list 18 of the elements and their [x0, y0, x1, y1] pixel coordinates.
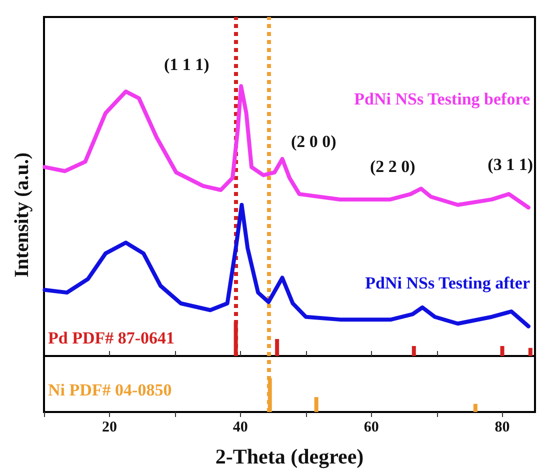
annotation: (2 2 0) — [370, 157, 416, 176]
bar — [275, 338, 280, 356]
bar — [500, 346, 504, 356]
text: Pd PDF# 87-0641 — [48, 328, 175, 348]
bar — [412, 346, 416, 356]
text: (1 1 1) — [164, 55, 210, 74]
y-axis-title: Intensity (a.u.) — [11, 152, 33, 278]
annotation: (2 0 0) — [291, 132, 336, 151]
series-label: PdNi NSs Testing after — [365, 274, 530, 292]
x-tick-label: 80 — [494, 420, 510, 436]
text: PdNi NSs Testing before — [354, 90, 530, 108]
x-axis-title: 2-Theta (degree) — [215, 444, 364, 468]
annotation: (3 1 1) — [488, 155, 533, 174]
x-tick-label: 40 — [232, 420, 248, 436]
x-tick-label: 20 — [102, 420, 117, 436]
x-tick-label: 60 — [364, 420, 379, 436]
bar — [528, 348, 532, 356]
text: Ni PDF# 04-0850 — [48, 380, 172, 400]
